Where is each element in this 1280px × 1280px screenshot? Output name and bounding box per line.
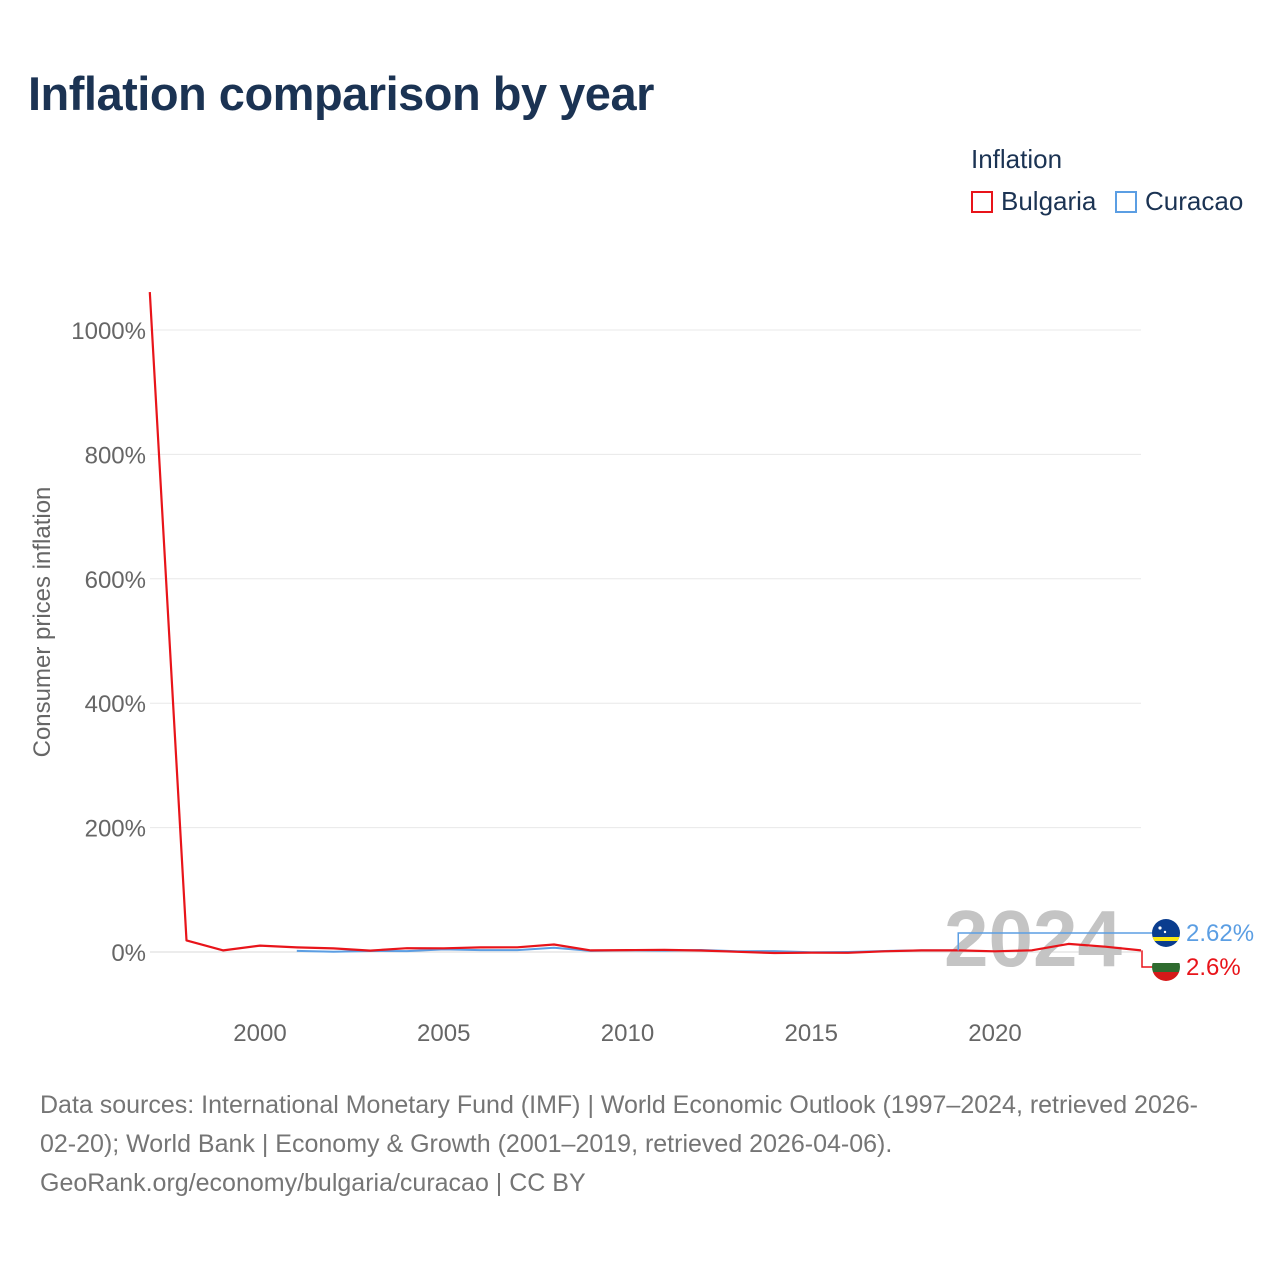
x-axis-ticks: 2000 2005 2010 2015 2020 <box>233 1020 1021 1047</box>
chart-title: Inflation comparison by year <box>28 67 654 120</box>
end-label-bulgaria: 2.6% <box>1186 954 1241 981</box>
legend-label-bulgaria: Bulgaria <box>1001 186 1097 216</box>
series-line-bulgaria[interactable] <box>148 292 1142 955</box>
footer-line-1: Data sources: International Monetary Fun… <box>40 1091 1198 1119</box>
footer-source-link[interactable]: GeoRank.org/economy/bulgaria/curacao | C… <box>40 1169 586 1197</box>
y-tick-label: 800% <box>85 442 146 469</box>
connector-curacao <box>957 932 1166 951</box>
line-chart: 0% 200% 400% 600% 800% 1000% 2000 2005 2010 2015… <box>29 292 1254 1047</box>
series-lines <box>148 292 1142 955</box>
y-axis-ticks: 0% 200% 400% 600% 800% 1000% <box>71 318 146 967</box>
end-labels: 2.62% 2.6% <box>957 919 1254 981</box>
legend-item-bulgaria[interactable]: Bulgaria <box>971 186 1096 217</box>
year-watermark: 2024 <box>944 894 1122 983</box>
y-tick-label: 1000% <box>71 318 146 345</box>
end-label-curacao: 2.62% <box>1186 920 1254 947</box>
y-tick-label: 400% <box>85 691 146 718</box>
x-tick-label: 2020 <box>968 1020 1021 1047</box>
y-tick-label: 200% <box>85 816 146 843</box>
x-tick-label: 2005 <box>417 1020 470 1047</box>
legend-swatch-bulgaria <box>971 190 993 213</box>
x-tick-label: 2015 <box>785 1020 838 1047</box>
curacao-flag-icon <box>1152 919 1180 947</box>
x-tick-label: 2000 <box>233 1020 286 1047</box>
y-tick-label: 0% <box>111 940 146 967</box>
y-tick-label: 600% <box>85 567 146 594</box>
x-tick-label: 2010 <box>601 1020 654 1047</box>
grid-lines <box>150 329 1141 953</box>
footer-line-2: 02-20); World Bank | Economy & Growth (2… <box>40 1130 893 1158</box>
legend-item-curacao[interactable]: Curacao <box>1115 186 1243 217</box>
y-axis-label: Consumer prices inflation <box>29 487 56 758</box>
legend-label-curacao: Curacao <box>1145 186 1244 216</box>
legend-swatch-curacao <box>1115 190 1137 213</box>
footer: Data sources: International Monetary Fun… <box>40 1086 1250 1203</box>
bulgaria-flag-icon <box>1152 953 1180 981</box>
legend-title: Inflation <box>971 144 1063 174</box>
